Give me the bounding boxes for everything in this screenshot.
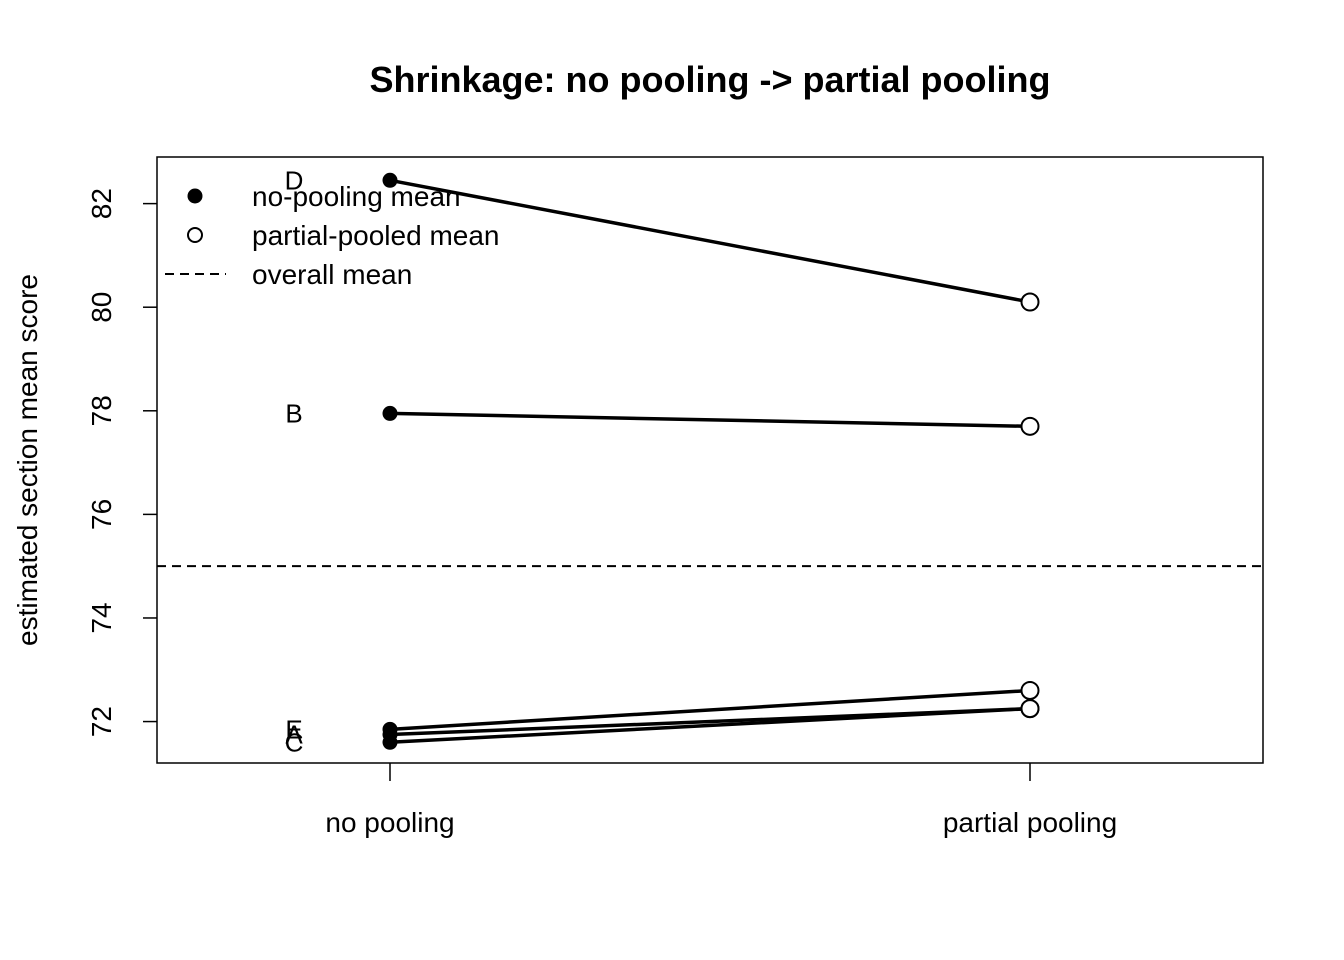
series-layer: D B EAC: [285, 165, 1040, 757]
legend-label: overall mean: [252, 259, 412, 290]
legend: no-pooling mean partial-pooled mean overal…: [165, 181, 500, 290]
plot-frame: [156, 156, 1264, 764]
y-tick-label: 74: [86, 602, 117, 633]
legend-label: partial-pooled mean: [252, 220, 500, 251]
legend-label: no-pooling mean: [252, 181, 461, 212]
y-tick-label: 76: [86, 499, 117, 530]
partial-pooling-point-B: [1020, 416, 1040, 436]
section-label-E: E: [285, 714, 302, 744]
section-label-C: C: [285, 727, 304, 757]
x-axis: no pooling partial pooling: [325, 763, 1117, 838]
no-pooling-point-C: [382, 734, 398, 750]
y-tick-label: 82: [86, 188, 117, 219]
series-line-C: [389, 706, 1031, 745]
y-tick-label: 80: [86, 292, 117, 323]
series-line-D: [389, 178, 1031, 304]
section-label-D: D: [285, 165, 304, 195]
no-pooling-point-D: [382, 172, 398, 188]
partial-pooling-point-D: [1020, 292, 1040, 312]
x-tick-label: no pooling: [325, 807, 454, 838]
no-pooling-point-B: [382, 405, 398, 421]
partial-pooling-point-C: [1020, 699, 1040, 719]
series-line-B: [389, 411, 1031, 429]
y-tick-label: 72: [86, 706, 117, 737]
series-line-E: [389, 688, 1031, 732]
section-label-A: A: [285, 720, 303, 750]
y-tick-label: 78: [86, 395, 117, 426]
partial-pooling-point-E: [1020, 680, 1040, 700]
y-axis: 72 74 76 78 80 82: [86, 188, 157, 737]
chart-title: Shrinkage: no pooling -> partial pooling: [370, 59, 1051, 100]
x-tick-label: partial pooling: [943, 807, 1117, 838]
legend-filled-circle-symbol: [187, 188, 203, 204]
section-label-B: B: [285, 398, 302, 428]
legend-open-circle-symbol: [187, 227, 203, 243]
y-axis-label: estimated section mean score: [12, 274, 43, 646]
